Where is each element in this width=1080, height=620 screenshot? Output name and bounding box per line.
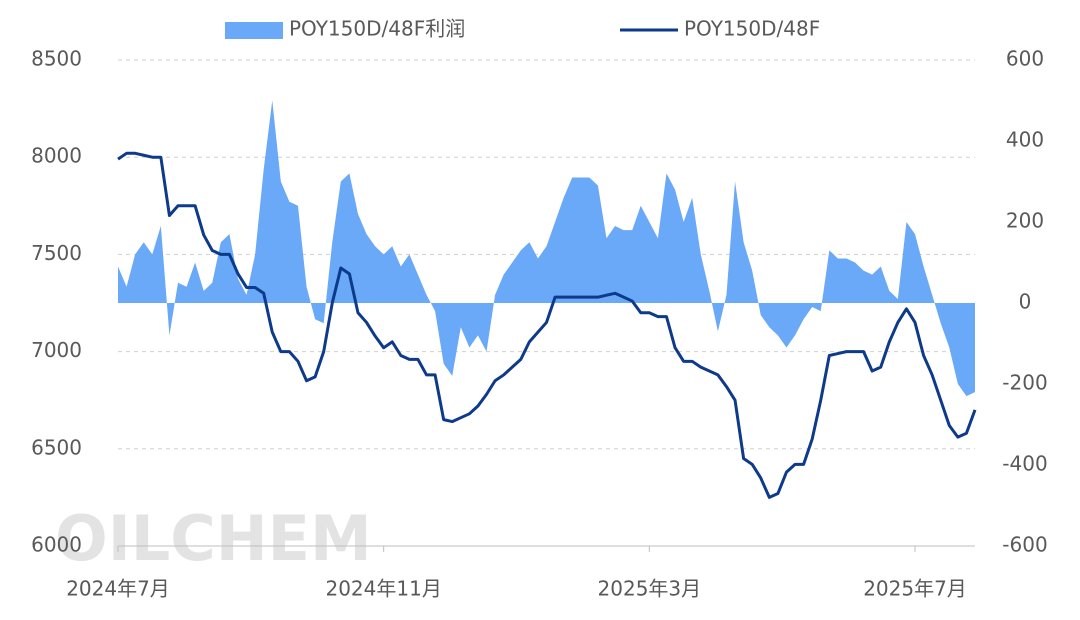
x-tick-label: 2024年11月 <box>325 577 441 601</box>
y-tick-label: 7500 <box>31 241 82 265</box>
y2-tick-label: -200 <box>1002 371 1047 395</box>
y2-tick-label: -600 <box>1002 533 1047 557</box>
x-tick-label: 2025年3月 <box>598 577 702 601</box>
legend-label: POY150D/48F <box>684 17 820 41</box>
y-tick-label: 7000 <box>31 338 82 362</box>
area <box>118 100 975 397</box>
watermark: OILCHEM <box>55 502 372 575</box>
y-tick-label: 8000 <box>31 144 82 168</box>
x-tick-label: 2025年7月 <box>863 577 967 601</box>
legend-swatch <box>225 22 283 39</box>
legend-label: POY150D/48F利润 <box>289 17 465 41</box>
y2-tick-label: 600 <box>1006 47 1044 71</box>
y-tick-label: 6500 <box>31 435 82 459</box>
y-tick-label: 8500 <box>31 47 82 71</box>
y2-tick-label: -400 <box>1002 452 1047 476</box>
line <box>117 151 977 499</box>
y2-tick-label: 0 <box>1019 290 1032 314</box>
y2-tick-label: 400 <box>1006 128 1044 152</box>
y2-tick-label: 200 <box>1006 209 1044 233</box>
x-tick-label: 2024年7月 <box>66 577 170 601</box>
y-tick-label: 6000 <box>31 533 82 557</box>
